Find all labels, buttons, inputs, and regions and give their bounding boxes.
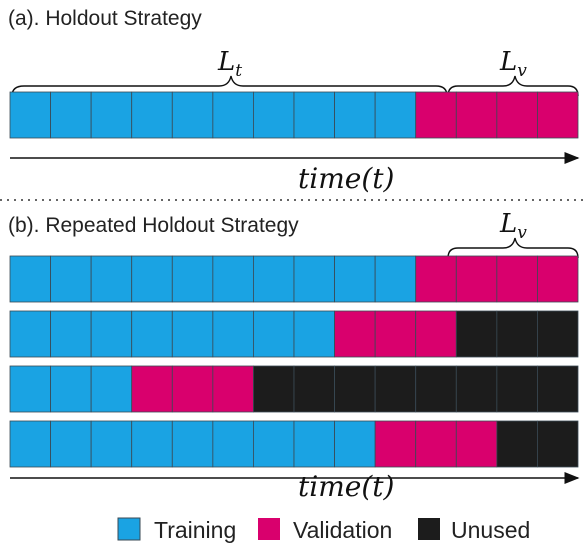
unused-block <box>334 365 376 413</box>
repeated-bar-row <box>9 420 579 468</box>
validation-block <box>374 310 417 358</box>
validation-block <box>212 365 254 413</box>
training-block <box>50 91 92 139</box>
training-block <box>90 91 133 139</box>
validation-block <box>455 255 498 303</box>
validation-block <box>415 255 457 303</box>
unused-block <box>537 365 579 413</box>
repeated-bar-row <box>9 255 579 303</box>
unused-block <box>293 365 335 413</box>
validation-block <box>131 365 173 413</box>
training-block <box>171 420 214 468</box>
training-block <box>293 255 335 303</box>
training-block <box>374 91 417 139</box>
validation-block <box>415 91 457 139</box>
validation-block <box>537 255 579 303</box>
training-block <box>334 420 376 468</box>
training-block <box>9 365 51 413</box>
validation-block <box>455 420 498 468</box>
brace-label-lt: Lt <box>217 47 242 81</box>
unused-block <box>455 310 498 358</box>
validation-block <box>334 310 376 358</box>
training-block <box>9 255 51 303</box>
validation-block <box>455 91 498 139</box>
training-block <box>131 91 173 139</box>
training-block <box>334 91 376 139</box>
training-block <box>293 420 335 468</box>
training-block <box>90 255 133 303</box>
training-block <box>253 310 295 358</box>
training-block <box>334 255 376 303</box>
training-block <box>131 255 173 303</box>
training-block <box>253 255 295 303</box>
time-label-b: time(t) <box>298 470 394 503</box>
brace-validation <box>447 75 579 97</box>
brace-validation-b <box>447 237 579 259</box>
training-block <box>212 420 254 468</box>
training-block <box>50 255 92 303</box>
training-block <box>50 310 92 358</box>
brace-label-lv-b: Lv <box>499 209 527 243</box>
validation-block <box>415 310 457 358</box>
validation-block <box>537 91 579 139</box>
training-block <box>374 255 417 303</box>
legend-validation-label: Validation <box>293 517 392 543</box>
training-block <box>212 310 254 358</box>
legend-training-label: Training <box>154 517 236 543</box>
validation-block <box>374 420 417 468</box>
unused-block <box>496 310 538 358</box>
training-block <box>212 255 254 303</box>
training-block <box>171 91 214 139</box>
holdout-bar-row <box>9 91 579 139</box>
validation-block <box>171 365 214 413</box>
repeated-bar-row <box>9 365 579 413</box>
legend-training-swatch <box>117 517 141 541</box>
training-block <box>90 310 133 358</box>
training-block <box>212 91 254 139</box>
brace-label-lv: Lv <box>499 47 527 81</box>
training-block <box>253 91 295 139</box>
legend: Training Validation Unused <box>117 517 530 543</box>
training-block <box>50 420 92 468</box>
section-b-title: (b). Repeated Holdout Strategy <box>8 214 299 237</box>
validation-block <box>496 91 538 139</box>
training-block <box>171 255 214 303</box>
unused-block <box>537 310 579 358</box>
training-block <box>90 420 133 468</box>
training-block <box>90 365 133 413</box>
time-label-a: time(t) <box>298 162 394 195</box>
unused-block <box>496 365 538 413</box>
unused-block <box>455 365 498 413</box>
unused-block <box>374 365 417 413</box>
unused-block <box>496 420 538 468</box>
brace-training <box>11 75 448 97</box>
legend-validation-swatch <box>258 518 280 540</box>
repeated-bar-row <box>9 310 579 358</box>
training-block <box>9 91 51 139</box>
validation-block <box>496 255 538 303</box>
validation-block <box>415 420 457 468</box>
repeated-holdout-bars <box>9 255 579 468</box>
holdout-bar <box>9 91 579 139</box>
training-block <box>131 310 173 358</box>
training-block <box>9 310 51 358</box>
unused-block <box>537 420 579 468</box>
legend-unused-label: Unused <box>451 517 530 543</box>
training-block <box>293 310 335 358</box>
training-block <box>171 310 214 358</box>
training-block <box>253 420 295 468</box>
training-block <box>9 420 51 468</box>
training-block <box>293 91 335 139</box>
legend-unused-swatch <box>418 518 440 540</box>
unused-block <box>415 365 457 413</box>
training-block <box>131 420 173 468</box>
section-a-title: (a). Holdout Strategy <box>8 7 202 30</box>
unused-block <box>253 365 295 413</box>
training-block <box>50 365 92 413</box>
